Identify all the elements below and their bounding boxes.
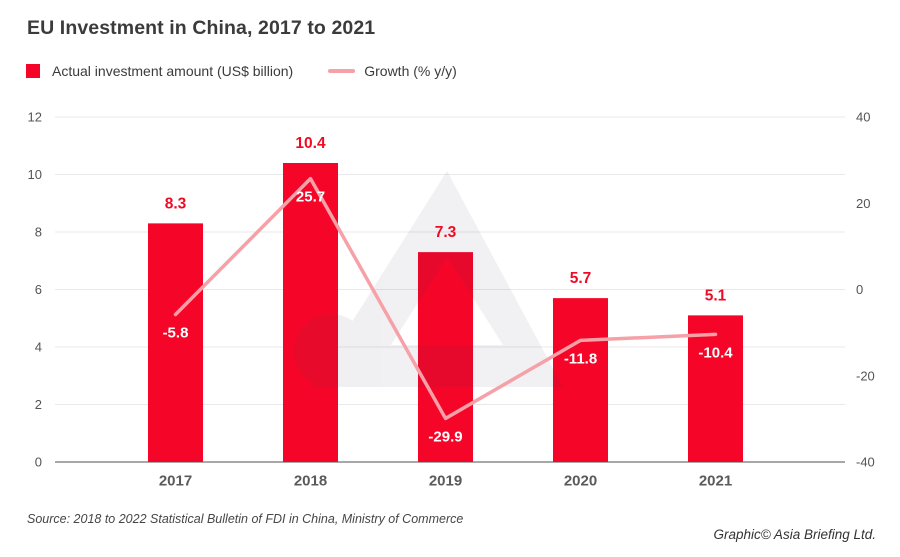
y-axis-tick-right: 20 bbox=[856, 196, 870, 211]
y-axis-tick-left: 6 bbox=[35, 282, 42, 297]
chart-legend: Actual investment amount (US$ billion) G… bbox=[26, 63, 457, 79]
y-axis-tick-left: 10 bbox=[28, 167, 42, 182]
y-axis-tick-right: -20 bbox=[856, 368, 875, 383]
legend-line-label: Growth (% y/y) bbox=[364, 63, 457, 79]
graphic-credit: Graphic© Asia Briefing Ltd. bbox=[713, 527, 876, 542]
legend-item-line: Growth (% y/y) bbox=[293, 63, 457, 79]
y-axis-tick-left: 12 bbox=[28, 110, 42, 125]
bar-2020 bbox=[553, 298, 608, 462]
x-axis-label-2020: 2020 bbox=[564, 473, 597, 490]
growth-value-label: -11.8 bbox=[564, 350, 597, 367]
bar-swatch-icon bbox=[26, 64, 40, 78]
y-axis-tick-left: 4 bbox=[35, 340, 42, 355]
x-axis-label-2019: 2019 bbox=[429, 473, 462, 490]
legend-item-bars: Actual investment amount (US$ billion) bbox=[26, 63, 293, 79]
x-axis-label-2018: 2018 bbox=[294, 473, 327, 490]
bar-value-label: 10.4 bbox=[295, 135, 326, 152]
bar-2019 bbox=[418, 252, 473, 462]
y-axis-tick-left: 0 bbox=[35, 455, 42, 470]
y-axis-tick-right: 0 bbox=[856, 282, 863, 297]
watermark-logo-icon bbox=[294, 171, 563, 388]
chart-title: EU Investment in China, 2017 to 2021 bbox=[27, 17, 376, 39]
growth-line bbox=[173, 176, 718, 421]
y-axis-tick-left: 8 bbox=[35, 225, 42, 240]
growth-value-label: -29.9 bbox=[428, 428, 462, 445]
growth-value-label: -10.4 bbox=[698, 344, 733, 361]
bar-value-label: 7.3 bbox=[435, 224, 457, 241]
y-axis-tick-right: 40 bbox=[856, 110, 870, 125]
x-axis-label-2021: 2021 bbox=[699, 473, 732, 490]
source-note: Source: 2018 to 2022 Statistical Bulleti… bbox=[27, 512, 464, 526]
bar-value-label: 5.7 bbox=[570, 270, 592, 287]
bar-2017 bbox=[148, 223, 203, 462]
legend-bar-label: Actual investment amount (US$ billion) bbox=[52, 63, 294, 79]
line-swatch-icon bbox=[328, 69, 356, 73]
x-axis-label-2017: 2017 bbox=[159, 473, 192, 490]
growth-value-label: -5.8 bbox=[163, 325, 189, 342]
bar-value-label: 5.1 bbox=[705, 287, 727, 304]
bar-2021 bbox=[688, 315, 743, 462]
y-axis-tick-left: 2 bbox=[35, 397, 42, 412]
growth-value-label: 25.7 bbox=[296, 189, 325, 206]
bar-value-label: 8.3 bbox=[165, 195, 187, 212]
bar-2018 bbox=[283, 163, 338, 462]
y-axis-tick-right: -40 bbox=[856, 455, 875, 470]
